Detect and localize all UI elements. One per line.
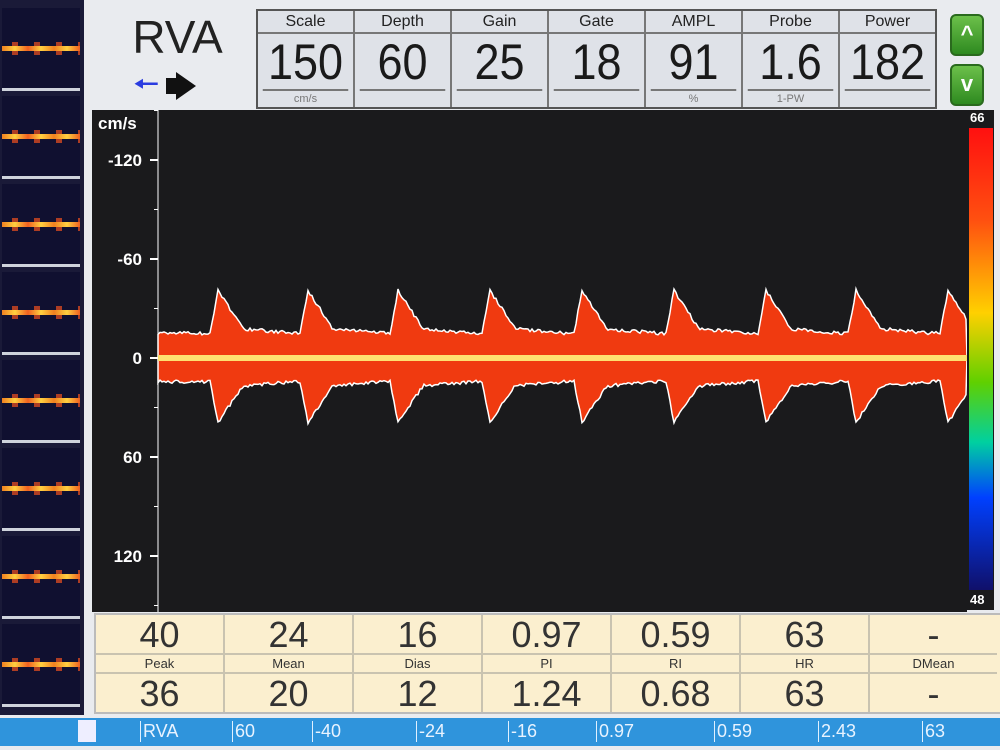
stat-value: 1.24 bbox=[483, 674, 612, 712]
spectrum-reverse bbox=[158, 358, 967, 424]
stat-value: 40 bbox=[96, 615, 225, 653]
param-value: 60 bbox=[360, 34, 446, 91]
param-depth[interactable]: Depth 60 bbox=[355, 11, 452, 107]
up-button[interactable]: ^ bbox=[950, 14, 984, 56]
parameter-panel: Scale 150 cm/s Depth 60 Gain 25 Gate 18 AMPL 9… bbox=[256, 9, 937, 109]
stat-value: - bbox=[870, 674, 997, 712]
status-field: 63 bbox=[922, 721, 945, 742]
down-button[interactable]: v bbox=[950, 64, 984, 106]
axis-tick-label: -60 bbox=[117, 250, 142, 269]
param-unit bbox=[355, 91, 450, 107]
stat-label: DMean bbox=[870, 653, 997, 674]
stat-label: Dias bbox=[354, 653, 483, 674]
param-unit bbox=[840, 91, 935, 107]
history-thumbnail[interactable] bbox=[2, 448, 80, 531]
param-unit: 1-PW bbox=[743, 91, 838, 107]
stat-value: 24 bbox=[225, 615, 354, 653]
status-field: 2.43 bbox=[818, 721, 856, 742]
color-scale: 66 48 bbox=[967, 110, 994, 610]
stat-label: RI bbox=[612, 653, 741, 674]
colorbar-gradient bbox=[969, 128, 993, 590]
colorbar-min: 48 bbox=[970, 592, 984, 607]
status-field: 0.59 bbox=[714, 721, 752, 742]
param-label: Power bbox=[840, 11, 935, 34]
param-power[interactable]: Power 182 bbox=[840, 11, 935, 107]
history-thumbnail[interactable] bbox=[2, 624, 80, 707]
doppler-spectrum: -120 -60 0 60 120 bbox=[92, 110, 967, 612]
param-label: Gain bbox=[452, 11, 547, 34]
vessel-label: RVA bbox=[110, 10, 245, 64]
history-thumbnails bbox=[0, 0, 84, 715]
stat-value: 63 bbox=[741, 674, 870, 712]
axis-tick-label: 0 bbox=[133, 349, 142, 368]
history-thumbnail[interactable] bbox=[2, 8, 80, 91]
axis-tick-label: 60 bbox=[123, 448, 142, 467]
history-thumbnail[interactable] bbox=[2, 360, 80, 443]
axis-tick-label: 120 bbox=[114, 547, 142, 566]
stat-value: 63 bbox=[741, 615, 870, 653]
history-thumbnail[interactable] bbox=[2, 184, 80, 267]
status-field: -16 bbox=[508, 721, 537, 742]
param-ampl[interactable]: AMPL 91% bbox=[646, 11, 743, 107]
stat-value: 0.97 bbox=[483, 615, 612, 653]
stat-value: 16 bbox=[354, 615, 483, 653]
colorbar-max: 66 bbox=[970, 110, 984, 125]
param-unit: % bbox=[646, 91, 741, 107]
param-label: Depth bbox=[355, 11, 450, 34]
axis-unit: cm/s bbox=[98, 114, 137, 134]
param-scale[interactable]: Scale 150 cm/s bbox=[258, 11, 355, 107]
history-thumbnail[interactable] bbox=[2, 536, 80, 619]
probe-icon bbox=[176, 72, 196, 100]
stat-value: 0.59 bbox=[612, 615, 741, 653]
status-field: 0.97 bbox=[596, 721, 634, 742]
param-unit: cm/s bbox=[258, 91, 353, 107]
status-checkbox[interactable] bbox=[78, 720, 96, 742]
baseline bbox=[158, 355, 967, 361]
param-value: 91 bbox=[651, 34, 737, 91]
stat-value: 36 bbox=[96, 674, 225, 712]
history-thumbnail[interactable] bbox=[2, 272, 80, 355]
spectrum-svg: -120 -60 0 60 120 bbox=[92, 110, 967, 612]
stat-value: 20 bbox=[225, 674, 354, 712]
param-value: 150 bbox=[263, 34, 349, 91]
param-label: AMPL bbox=[646, 11, 741, 34]
param-gate[interactable]: Gate 18 bbox=[549, 11, 646, 107]
stat-value: - bbox=[870, 615, 997, 653]
status-field: -40 bbox=[312, 721, 341, 742]
stat-value: 0.68 bbox=[612, 674, 741, 712]
param-label: Gate bbox=[549, 11, 644, 34]
stat-value: 12 bbox=[354, 674, 483, 712]
status-field: -24 bbox=[416, 721, 445, 742]
param-gain[interactable]: Gain 25 bbox=[452, 11, 549, 107]
stat-label: Mean bbox=[225, 653, 354, 674]
measurement-table: 40 24 16 0.97 0.59 63- Peak Mean Dias PI RI HR DMea… bbox=[94, 613, 1000, 714]
status-field: 60 bbox=[232, 721, 255, 742]
stat-label: HR bbox=[741, 653, 870, 674]
param-label: Scale bbox=[258, 11, 353, 34]
param-value: 182 bbox=[845, 34, 931, 91]
status-bar: RVA 60 -40 -24 -16 0.97 0.59 2.43 63 bbox=[0, 718, 1000, 746]
param-unit bbox=[452, 91, 547, 107]
arrow-left-icon: 🠔 bbox=[133, 70, 159, 100]
status-field: RVA bbox=[140, 721, 178, 742]
param-value: 25 bbox=[457, 34, 543, 91]
spectrum-forward bbox=[158, 289, 967, 358]
history-thumbnail[interactable] bbox=[2, 96, 80, 179]
param-unit bbox=[549, 91, 644, 107]
axis-tick-label: -120 bbox=[108, 151, 142, 170]
param-value: 18 bbox=[554, 34, 640, 91]
param-label: Probe bbox=[743, 11, 838, 34]
stat-label: Peak bbox=[96, 653, 225, 674]
param-probe[interactable]: Probe 1.6 1-PW bbox=[743, 11, 840, 107]
param-value: 1.6 bbox=[748, 34, 834, 91]
stat-label: PI bbox=[483, 653, 612, 674]
